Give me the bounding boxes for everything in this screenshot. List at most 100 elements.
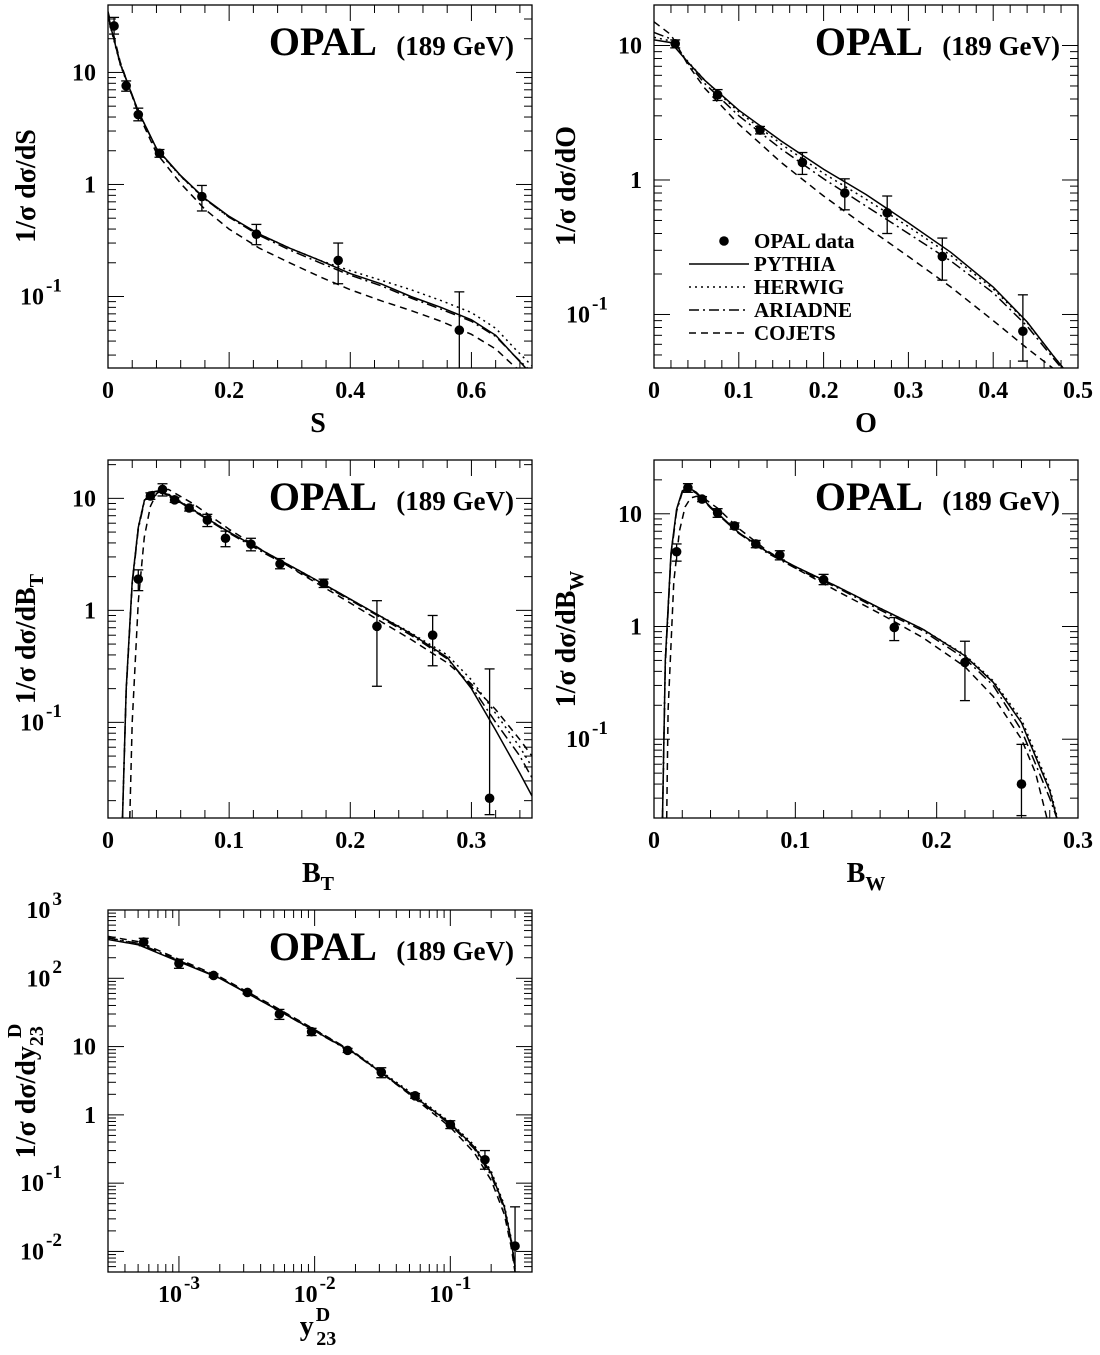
model-curves: [108, 11, 532, 368]
x-axis-label: S: [310, 408, 326, 439]
y-tick-label: 10 -1: [566, 293, 608, 328]
data-point: [445, 1119, 456, 1130]
tick-base: 10: [294, 1282, 318, 1308]
axis-ticks: [107, 909, 533, 1273]
tick-exponent: -2: [320, 1273, 336, 1294]
y-tick-label: 10 -2: [20, 1230, 62, 1265]
legend-item-ariadne: ARIADNE: [689, 298, 852, 322]
series-pythia: [108, 15, 527, 368]
plot-frame: [107, 909, 533, 1273]
svg-text:10-2: 10 -2: [294, 1273, 336, 1308]
data-point: [683, 483, 693, 493]
x-tick-label: 0.1: [780, 828, 810, 854]
plot-frame: [107, 4, 533, 369]
x-tick-label: 0.3: [893, 378, 923, 404]
series-herwig: [121, 489, 532, 818]
series-cojets: [108, 935, 516, 1272]
svg-text:10-1: 10 -1: [566, 718, 608, 753]
tick-exponent: -3: [184, 1273, 200, 1294]
tick-base: 10: [20, 284, 44, 310]
series-ariadne: [654, 31, 1063, 368]
data-point: [670, 38, 680, 49]
y-tick-label: 10: [72, 1035, 96, 1061]
tick-exponent: 3: [52, 889, 62, 910]
svg-text:10-1: 10 -1: [20, 1162, 62, 1197]
axis-ticks: [107, 4, 532, 368]
data-point: [410, 1091, 420, 1101]
x-axis-label: O: [855, 408, 877, 439]
data-point: [372, 621, 382, 632]
tick-base: 10: [158, 1282, 182, 1308]
series-ariadne: [108, 14, 529, 368]
x-tick-label: 0.3: [1063, 828, 1093, 854]
data-point: [246, 539, 256, 549]
tick-exponent: -1: [46, 701, 62, 722]
x-tick-label: 0.6: [456, 378, 486, 404]
series-herwig: [108, 17, 532, 367]
data-point: [133, 109, 144, 120]
tick-base: 10: [20, 710, 44, 736]
data-point: [342, 1045, 353, 1056]
opal-data-points: [133, 483, 495, 816]
data-point: [169, 495, 180, 505]
x-tick-label: 10 -3: [158, 1273, 200, 1308]
y-tick-label: 10 -1: [20, 1162, 62, 1197]
x-tick-label: 0: [648, 828, 660, 854]
svg-text:10-1: 10 -1: [429, 1273, 471, 1308]
series-herwig: [661, 486, 1058, 818]
svg-text:103: 10 3: [26, 889, 62, 924]
data-point: [202, 515, 213, 525]
tick-base: 10: [566, 727, 590, 753]
y-tick-label: 10 -1: [20, 701, 62, 736]
tick-base: 10: [20, 1239, 44, 1265]
chart-subtitle: (189 GeV): [942, 486, 1060, 516]
axis-ticks: [653, 459, 1079, 819]
opal-data-points: [671, 483, 1027, 817]
data-point: [480, 1154, 490, 1165]
series-cojets: [654, 21, 1054, 368]
plot-frame: [653, 459, 1079, 819]
data-point: [697, 494, 707, 504]
y-axis-label: 1/σ dσ/dBW: [551, 571, 588, 708]
x-tick-label: 10 -1: [429, 1273, 471, 1308]
series-cojets: [108, 11, 518, 368]
tick-base: 10: [26, 898, 50, 924]
series-herwig: [654, 36, 1065, 368]
tick-base: 10: [20, 1171, 44, 1197]
model-curves: [661, 486, 1058, 818]
data-point: [937, 251, 948, 262]
series-pythia: [661, 486, 1058, 818]
tick-exponent: -1: [592, 293, 608, 314]
opal-data-points: [138, 937, 521, 1272]
tick-exponent: -2: [46, 1230, 62, 1251]
data-point: [333, 255, 343, 266]
y-axis-label: 1/σ dσ/dS: [11, 129, 42, 243]
chart-subtitle: (189 GeV): [942, 31, 1060, 61]
x-axis-label: BW: [847, 858, 886, 895]
x-axis-label: y D 23: [300, 1304, 336, 1350]
tick-exponent: -1: [46, 275, 62, 296]
x-tick-label: 0: [648, 378, 660, 404]
y-axis-label: 1/σ dσ/dy23D: [4, 1024, 48, 1159]
model-curves: [654, 21, 1065, 368]
data-point: [242, 987, 253, 998]
data-point: [157, 484, 168, 495]
data-point: [208, 970, 219, 981]
plot-frame: [107, 459, 533, 819]
data-point: [882, 208, 892, 218]
data-point: [729, 521, 740, 531]
data-point: [840, 188, 850, 198]
legend-label: ARIADNE: [754, 298, 852, 322]
x-tick-label: 0.4: [978, 378, 1008, 404]
series-cojets: [129, 488, 532, 818]
y-tick-label: 10 -1: [20, 275, 62, 310]
svg-text:10-2: 10 -2: [20, 1230, 62, 1265]
chart-title: OPAL: [815, 474, 923, 519]
chart-title: OPAL: [269, 924, 377, 969]
chart-subtitle: (189 GeV): [396, 31, 514, 61]
legend-item-herwig: HERWIG: [689, 275, 844, 299]
tick-exponent: -1: [46, 1162, 62, 1183]
